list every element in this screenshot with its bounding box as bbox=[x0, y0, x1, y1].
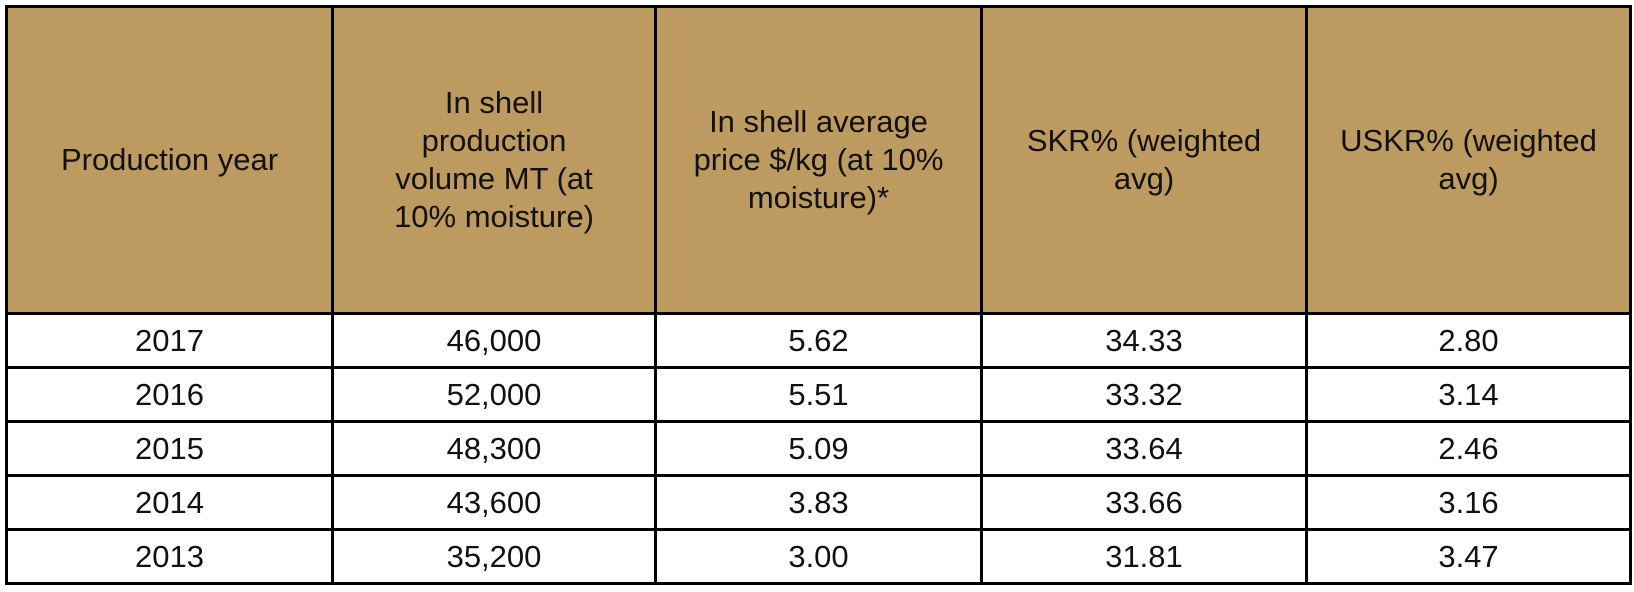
header-text: In shell production volume MT (at 10% mo… bbox=[394, 85, 594, 234]
table-cell: 2017 bbox=[5, 312, 334, 369]
table-cell: 3.14 bbox=[1305, 366, 1632, 423]
table-row: 2017 46,000 5.62 34.33 2.80 bbox=[5, 312, 1632, 369]
table-cell: 5.62 bbox=[654, 312, 983, 369]
table-cell: 2.46 bbox=[1305, 420, 1632, 477]
header-text: USKR% (weighted avg) bbox=[1340, 123, 1597, 196]
table-cell: 52,000 bbox=[331, 366, 657, 423]
table-cell: 3.00 bbox=[654, 528, 983, 585]
table-cell: 5.09 bbox=[654, 420, 983, 477]
table-cell: 3.47 bbox=[1305, 528, 1632, 585]
table-cell: 35,200 bbox=[331, 528, 657, 585]
table-row: 2013 35,200 3.00 31.81 3.47 bbox=[5, 528, 1632, 585]
table-cell: 31.81 bbox=[980, 528, 1308, 585]
table-cell: 33.66 bbox=[980, 474, 1308, 531]
header-cell: SKR% (weighted avg) bbox=[980, 5, 1308, 315]
header-row: Production year In shell production volu… bbox=[5, 5, 1632, 315]
table-cell: 43,600 bbox=[331, 474, 657, 531]
header-cell: In shell average price $/kg (at 10% mois… bbox=[654, 5, 983, 315]
table-cell: 2013 bbox=[5, 528, 334, 585]
data-table: Production year In shell production volu… bbox=[5, 5, 1632, 585]
table-row: 2015 48,300 5.09 33.64 2.46 bbox=[5, 420, 1632, 477]
table-cell: 3.16 bbox=[1305, 474, 1632, 531]
table-body: 2017 46,000 5.62 34.33 2.80 2016 52,000 5.51 33.… bbox=[5, 312, 1632, 585]
table-cell: 2014 bbox=[5, 474, 334, 531]
table-cell: 2015 bbox=[5, 420, 334, 477]
table-row: 2014 43,600 3.83 33.66 3.16 bbox=[5, 474, 1632, 531]
table-cell: 3.83 bbox=[654, 474, 983, 531]
header-cell: USKR% (weighted avg) bbox=[1305, 5, 1632, 315]
table-cell: 33.32 bbox=[980, 366, 1308, 423]
table-cell: 46,000 bbox=[331, 312, 657, 369]
header-cell: In shell production volume MT (at 10% mo… bbox=[331, 5, 657, 315]
table-cell: 2016 bbox=[5, 366, 334, 423]
table-cell: 48,300 bbox=[331, 420, 657, 477]
table-cell: 2.80 bbox=[1305, 312, 1632, 369]
header-cell: Production year bbox=[5, 5, 334, 315]
table-cell: 34.33 bbox=[980, 312, 1308, 369]
table-cell: 5.51 bbox=[654, 366, 983, 423]
table-cell: 33.64 bbox=[980, 420, 1308, 477]
header-text: In shell average price $/kg (at 10% mois… bbox=[693, 104, 944, 215]
table-row: 2016 52,000 5.51 33.32 3.14 bbox=[5, 366, 1632, 423]
header-text: Production year bbox=[60, 142, 279, 177]
header-text: SKR% (weighted avg) bbox=[1026, 123, 1262, 196]
